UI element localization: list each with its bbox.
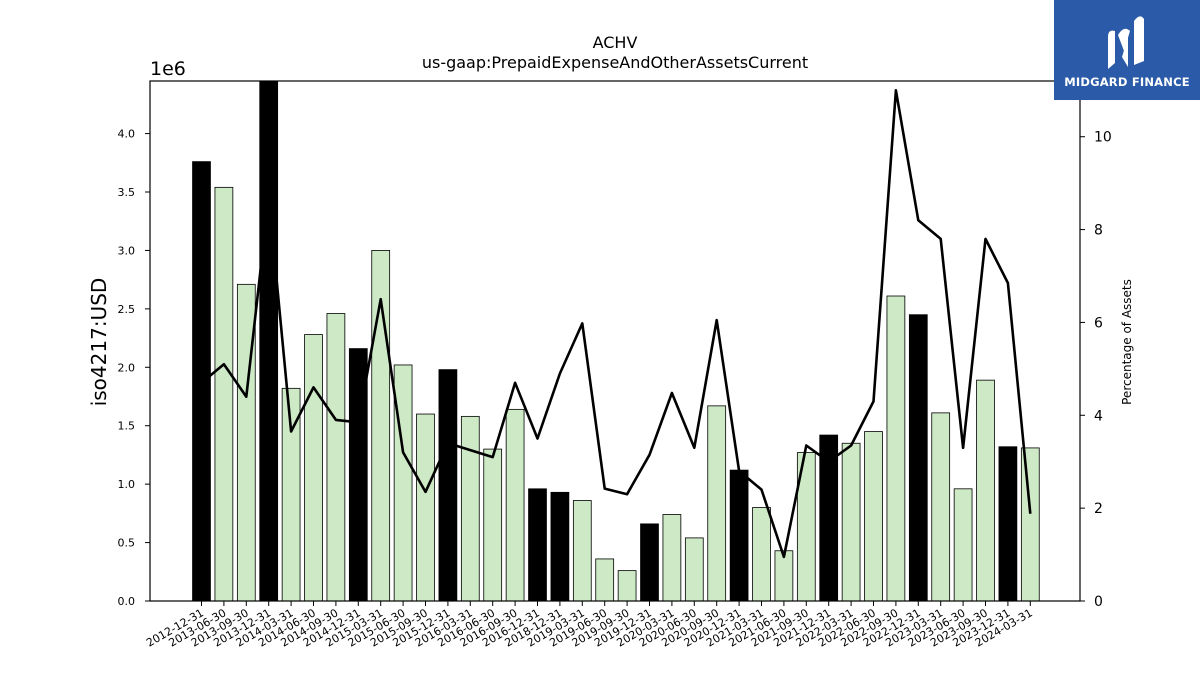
bar xyxy=(729,469,749,602)
bar xyxy=(259,80,279,602)
bar xyxy=(774,550,794,602)
bar xyxy=(976,379,995,602)
bar xyxy=(550,491,570,602)
bar xyxy=(617,570,637,602)
bar xyxy=(505,408,525,602)
bar xyxy=(1020,447,1040,602)
bar xyxy=(864,431,883,602)
bar xyxy=(931,412,951,602)
bar xyxy=(214,186,234,602)
y-axis-right-label: Percentage of Assets xyxy=(1120,279,1134,405)
y-axis-label: iso4217:USD xyxy=(87,278,111,407)
bar xyxy=(662,514,682,602)
y-right-tick-label: 6 xyxy=(1094,315,1103,331)
bar xyxy=(393,364,413,602)
brand-name: MIDGARD FINANCE xyxy=(1064,75,1190,89)
y-tick-label: 3.5 xyxy=(118,186,136,199)
percentage-line xyxy=(200,89,1032,559)
bar xyxy=(483,448,503,602)
chart-title: ACHV xyxy=(593,33,638,52)
bar xyxy=(528,488,547,602)
bar xyxy=(819,434,839,602)
bar xyxy=(908,314,928,602)
bar xyxy=(953,488,973,602)
y-tick-label: 1.0 xyxy=(118,478,136,491)
y-right-tick-label: 10 xyxy=(1094,130,1112,146)
bar xyxy=(460,415,480,602)
y-tick-label: 0.0 xyxy=(118,595,136,608)
bar xyxy=(684,537,704,602)
y-offset-label: 1e6 xyxy=(150,58,186,80)
bar xyxy=(998,446,1018,602)
bar xyxy=(595,558,615,602)
bar xyxy=(752,507,771,602)
y-tick-label: 1.5 xyxy=(118,420,136,433)
bar xyxy=(841,442,861,602)
bar xyxy=(438,369,458,602)
bar xyxy=(304,334,323,602)
y-tick-label: 2.5 xyxy=(118,303,136,316)
bar xyxy=(572,500,592,602)
midgard-m-logo-icon xyxy=(1108,16,1144,70)
y-tick-label: 0.5 xyxy=(118,537,136,550)
plot-frame xyxy=(149,80,1081,602)
chart-subtitle: us-gaap:PrepaidExpenseAndOtherAssetsCurr… xyxy=(422,53,808,72)
bar xyxy=(640,523,659,602)
y-tick-label: 2.0 xyxy=(118,361,136,374)
bar xyxy=(416,413,435,602)
y-right-tick-label: 2 xyxy=(1094,501,1103,517)
y-right-tick-label: 4 xyxy=(1094,408,1103,424)
bar xyxy=(707,405,727,602)
y-right-tick-label: 8 xyxy=(1094,223,1103,239)
brand-logo: MIDGARD FINANCE xyxy=(1054,0,1200,100)
y-tick-label: 4.0 xyxy=(118,128,136,141)
y-right-tick-label: 0 xyxy=(1094,594,1103,610)
y-tick-label: 3.0 xyxy=(118,244,136,257)
bar xyxy=(886,295,906,602)
bar xyxy=(326,313,346,602)
